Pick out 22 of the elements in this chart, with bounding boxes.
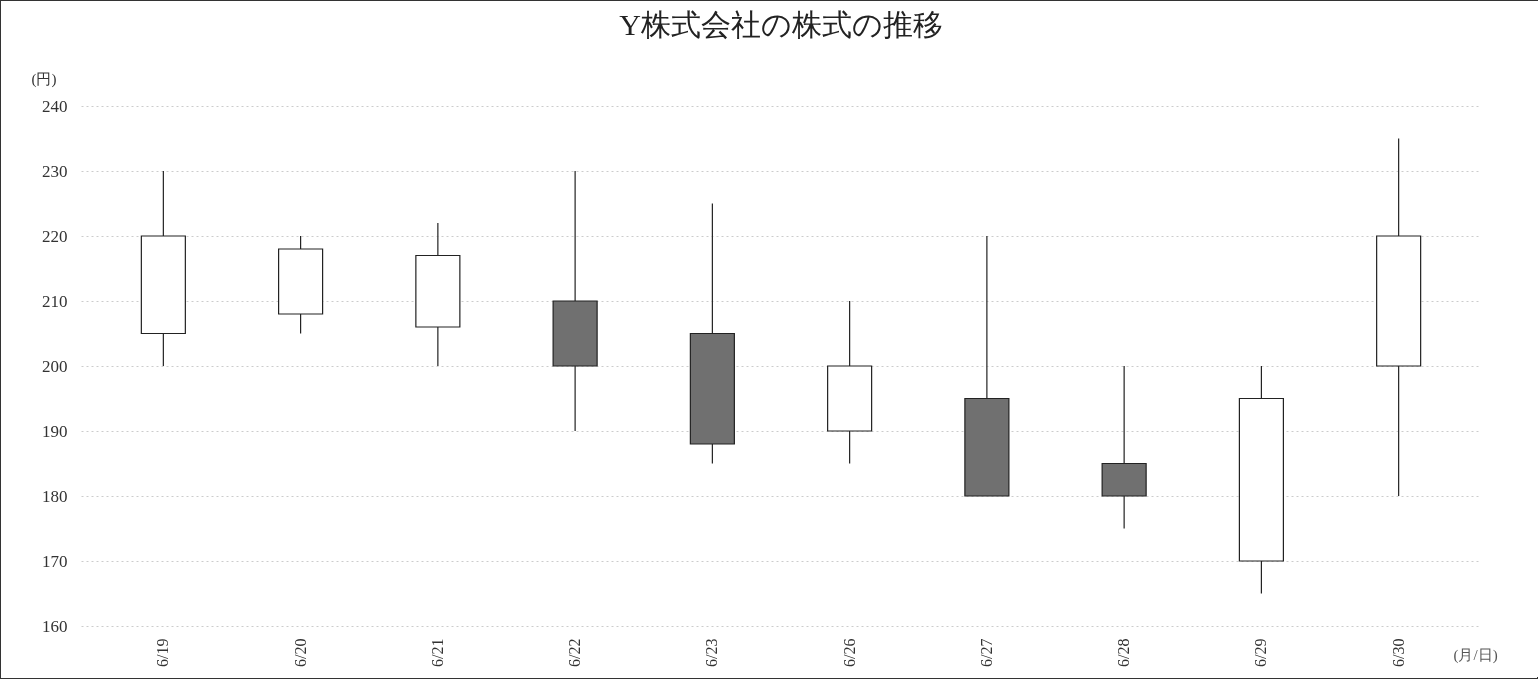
x-tick-label: 6/20 — [291, 638, 309, 667]
x-tick-label: 6/23 — [703, 638, 721, 667]
x-tick-label: 6/26 — [840, 638, 858, 667]
y-tick-label: 190 — [42, 421, 68, 441]
x-tick-label: 6/28 — [1115, 638, 1133, 667]
x-tick-label: 6/22 — [566, 638, 584, 667]
y-tick-label: 160 — [42, 616, 68, 636]
chart-title: Y株式会社の株式の推移 — [619, 8, 943, 41]
y-tick-label: 180 — [42, 486, 68, 506]
x-axis-title: (月/日) — [1453, 646, 1498, 664]
y-tick-label: 170 — [42, 551, 68, 571]
x-tick-label: 6/29 — [1252, 638, 1270, 667]
x-tick-label: 6/30 — [1389, 638, 1407, 667]
y-tick-label: 240 — [42, 96, 68, 116]
y-tick-label: 210 — [42, 291, 68, 311]
y-tick-label: 200 — [42, 356, 68, 376]
y-tick-label: 220 — [42, 226, 68, 246]
x-tick-label: 6/27 — [977, 638, 995, 667]
x-tick-label: 6/19 — [154, 638, 172, 667]
y-axis-title: (円) — [31, 70, 57, 88]
y-tick-label: 230 — [42, 161, 68, 181]
x-tick-label: 6/21 — [428, 638, 446, 667]
